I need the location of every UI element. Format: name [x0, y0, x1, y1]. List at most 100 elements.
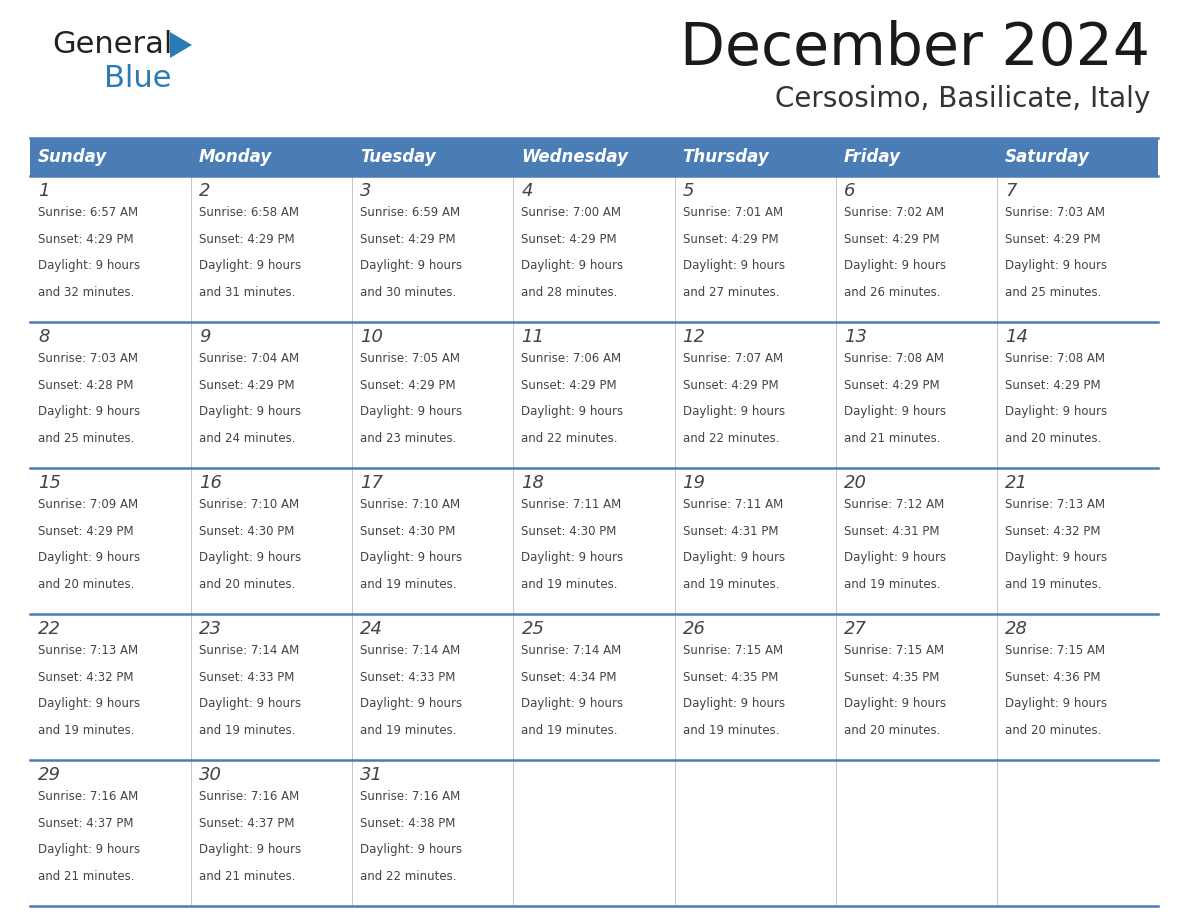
Text: Daylight: 9 hours: Daylight: 9 hours: [683, 259, 785, 273]
Bar: [675, 468, 835, 614]
Text: Sunrise: 6:58 AM: Sunrise: 6:58 AM: [200, 206, 299, 219]
Text: Daylight: 9 hours: Daylight: 9 hours: [522, 259, 624, 273]
Text: 20: 20: [843, 474, 867, 492]
Text: Tuesday: Tuesday: [360, 148, 436, 166]
Text: Blue: Blue: [105, 64, 171, 93]
Text: Cersosimo, Basilicate, Italy: Cersosimo, Basilicate, Italy: [775, 85, 1150, 113]
Bar: [353, 614, 513, 760]
Text: and 20 minutes.: and 20 minutes.: [1005, 724, 1101, 737]
Text: General: General: [52, 30, 172, 59]
Text: Sunset: 4:37 PM: Sunset: 4:37 PM: [38, 817, 133, 830]
Text: Daylight: 9 hours: Daylight: 9 hours: [200, 552, 302, 565]
Text: Sunrise: 7:09 AM: Sunrise: 7:09 AM: [38, 498, 138, 511]
Text: 10: 10: [360, 328, 384, 346]
Text: 24: 24: [360, 620, 384, 638]
Text: Daylight: 9 hours: Daylight: 9 hours: [200, 844, 302, 856]
Text: and 19 minutes.: and 19 minutes.: [360, 578, 456, 591]
Text: Daylight: 9 hours: Daylight: 9 hours: [38, 552, 140, 565]
Text: Daylight: 9 hours: Daylight: 9 hours: [522, 698, 624, 711]
Text: Thursday: Thursday: [683, 148, 770, 166]
Text: Sunset: 4:29 PM: Sunset: 4:29 PM: [38, 525, 133, 538]
Text: Sunrise: 7:00 AM: Sunrise: 7:00 AM: [522, 206, 621, 219]
Text: Sunset: 4:35 PM: Sunset: 4:35 PM: [843, 671, 939, 684]
Text: 31: 31: [360, 766, 384, 784]
Text: 27: 27: [843, 620, 867, 638]
Text: Sunset: 4:30 PM: Sunset: 4:30 PM: [200, 525, 295, 538]
Text: and 21 minutes.: and 21 minutes.: [38, 870, 134, 883]
Text: Sunrise: 7:11 AM: Sunrise: 7:11 AM: [522, 498, 621, 511]
Text: 3: 3: [360, 182, 372, 200]
Text: and 30 minutes.: and 30 minutes.: [360, 286, 456, 299]
Bar: [675, 760, 835, 906]
Text: and 32 minutes.: and 32 minutes.: [38, 286, 134, 299]
Text: and 20 minutes.: and 20 minutes.: [38, 578, 134, 591]
Text: and 23 minutes.: and 23 minutes.: [360, 432, 456, 445]
Text: and 20 minutes.: and 20 minutes.: [843, 724, 940, 737]
Bar: [835, 614, 997, 760]
Text: Sunrise: 7:03 AM: Sunrise: 7:03 AM: [1005, 206, 1105, 219]
Bar: [997, 468, 1158, 614]
Text: and 20 minutes.: and 20 minutes.: [1005, 432, 1101, 445]
Text: 14: 14: [1005, 328, 1028, 346]
Bar: [513, 176, 675, 322]
Bar: [353, 468, 513, 614]
Text: Sunset: 4:30 PM: Sunset: 4:30 PM: [522, 525, 617, 538]
Text: and 19 minutes.: and 19 minutes.: [843, 578, 940, 591]
Text: Sunset: 4:33 PM: Sunset: 4:33 PM: [360, 671, 456, 684]
Text: Wednesday: Wednesday: [522, 148, 628, 166]
Bar: [191, 614, 353, 760]
Text: Daylight: 9 hours: Daylight: 9 hours: [200, 406, 302, 419]
Bar: [30, 614, 191, 760]
Bar: [30, 468, 191, 614]
Text: Sunday: Sunday: [38, 148, 107, 166]
Bar: [353, 760, 513, 906]
Text: Daylight: 9 hours: Daylight: 9 hours: [843, 552, 946, 565]
Text: Daylight: 9 hours: Daylight: 9 hours: [522, 406, 624, 419]
Text: Daylight: 9 hours: Daylight: 9 hours: [843, 406, 946, 419]
Bar: [675, 614, 835, 760]
Text: Sunrise: 7:06 AM: Sunrise: 7:06 AM: [522, 352, 621, 365]
Text: Daylight: 9 hours: Daylight: 9 hours: [360, 844, 462, 856]
Text: 22: 22: [38, 620, 61, 638]
Text: 11: 11: [522, 328, 544, 346]
Text: Daylight: 9 hours: Daylight: 9 hours: [38, 259, 140, 273]
Text: Sunset: 4:32 PM: Sunset: 4:32 PM: [38, 671, 133, 684]
Text: Daylight: 9 hours: Daylight: 9 hours: [360, 406, 462, 419]
Bar: [835, 322, 997, 468]
Bar: [997, 322, 1158, 468]
Text: Sunrise: 7:03 AM: Sunrise: 7:03 AM: [38, 352, 138, 365]
Text: Sunset: 4:31 PM: Sunset: 4:31 PM: [683, 525, 778, 538]
Text: Sunrise: 7:08 AM: Sunrise: 7:08 AM: [1005, 352, 1105, 365]
Bar: [513, 322, 675, 468]
Text: Sunrise: 7:11 AM: Sunrise: 7:11 AM: [683, 498, 783, 511]
Text: Daylight: 9 hours: Daylight: 9 hours: [360, 259, 462, 273]
Text: Sunrise: 7:16 AM: Sunrise: 7:16 AM: [38, 790, 138, 803]
Bar: [835, 760, 997, 906]
Text: 12: 12: [683, 328, 706, 346]
Text: and 19 minutes.: and 19 minutes.: [522, 578, 618, 591]
Text: and 22 minutes.: and 22 minutes.: [522, 432, 618, 445]
Text: and 20 minutes.: and 20 minutes.: [200, 578, 296, 591]
Text: and 22 minutes.: and 22 minutes.: [683, 432, 779, 445]
Text: Sunset: 4:29 PM: Sunset: 4:29 PM: [1005, 378, 1100, 392]
Text: Sunset: 4:35 PM: Sunset: 4:35 PM: [683, 671, 778, 684]
Text: Sunset: 4:29 PM: Sunset: 4:29 PM: [843, 378, 940, 392]
Text: Daylight: 9 hours: Daylight: 9 hours: [38, 698, 140, 711]
Text: and 19 minutes.: and 19 minutes.: [1005, 578, 1101, 591]
Text: Sunrise: 7:07 AM: Sunrise: 7:07 AM: [683, 352, 783, 365]
Text: Sunrise: 7:10 AM: Sunrise: 7:10 AM: [360, 498, 461, 511]
Text: 29: 29: [38, 766, 61, 784]
Text: Saturday: Saturday: [1005, 148, 1089, 166]
Text: Sunrise: 7:08 AM: Sunrise: 7:08 AM: [843, 352, 943, 365]
Text: Sunrise: 7:15 AM: Sunrise: 7:15 AM: [683, 644, 783, 657]
Text: Sunrise: 7:13 AM: Sunrise: 7:13 AM: [38, 644, 138, 657]
Text: Daylight: 9 hours: Daylight: 9 hours: [522, 552, 624, 565]
Text: Sunrise: 7:04 AM: Sunrise: 7:04 AM: [200, 352, 299, 365]
Text: 16: 16: [200, 474, 222, 492]
Text: Sunrise: 7:14 AM: Sunrise: 7:14 AM: [522, 644, 621, 657]
Text: Sunrise: 7:13 AM: Sunrise: 7:13 AM: [1005, 498, 1105, 511]
Text: Daylight: 9 hours: Daylight: 9 hours: [683, 552, 785, 565]
Text: Sunrise: 7:10 AM: Sunrise: 7:10 AM: [200, 498, 299, 511]
Text: 15: 15: [38, 474, 61, 492]
Bar: [30, 138, 1158, 176]
